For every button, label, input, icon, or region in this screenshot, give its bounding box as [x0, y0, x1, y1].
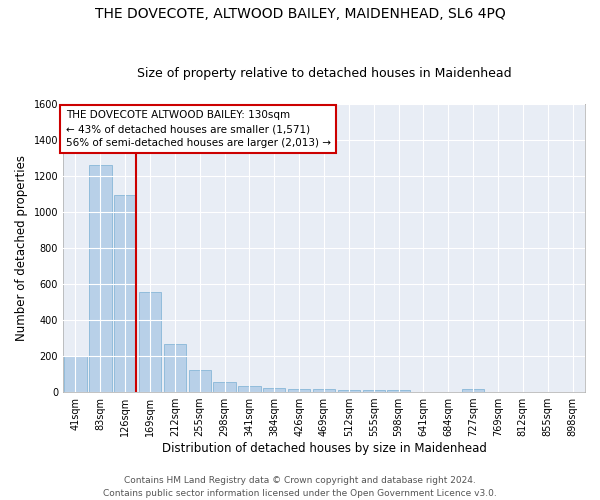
Bar: [238, 386, 260, 392]
Text: THE DOVECOTE, ALTWOOD BAILEY, MAIDENHEAD, SL6 4PQ: THE DOVECOTE, ALTWOOD BAILEY, MAIDENHEAD…: [95, 8, 505, 22]
Bar: [338, 390, 360, 392]
Bar: [188, 370, 211, 392]
Text: THE DOVECOTE ALTWOOD BAILEY: 130sqm
← 43% of detached houses are smaller (1,571): THE DOVECOTE ALTWOOD BAILEY: 130sqm ← 43…: [65, 110, 331, 148]
Y-axis label: Number of detached properties: Number of detached properties: [15, 155, 28, 341]
Bar: [114, 195, 136, 392]
Bar: [263, 388, 286, 392]
Bar: [89, 164, 112, 392]
Bar: [164, 344, 186, 392]
Bar: [288, 389, 310, 392]
Bar: [362, 390, 385, 392]
Bar: [462, 389, 484, 392]
X-axis label: Distribution of detached houses by size in Maidenhead: Distribution of detached houses by size …: [161, 442, 487, 455]
Bar: [313, 390, 335, 392]
Bar: [388, 390, 410, 392]
Bar: [214, 382, 236, 392]
Title: Size of property relative to detached houses in Maidenhead: Size of property relative to detached ho…: [137, 66, 511, 80]
Text: Contains HM Land Registry data © Crown copyright and database right 2024.
Contai: Contains HM Land Registry data © Crown c…: [103, 476, 497, 498]
Bar: [64, 356, 86, 392]
Bar: [139, 292, 161, 392]
